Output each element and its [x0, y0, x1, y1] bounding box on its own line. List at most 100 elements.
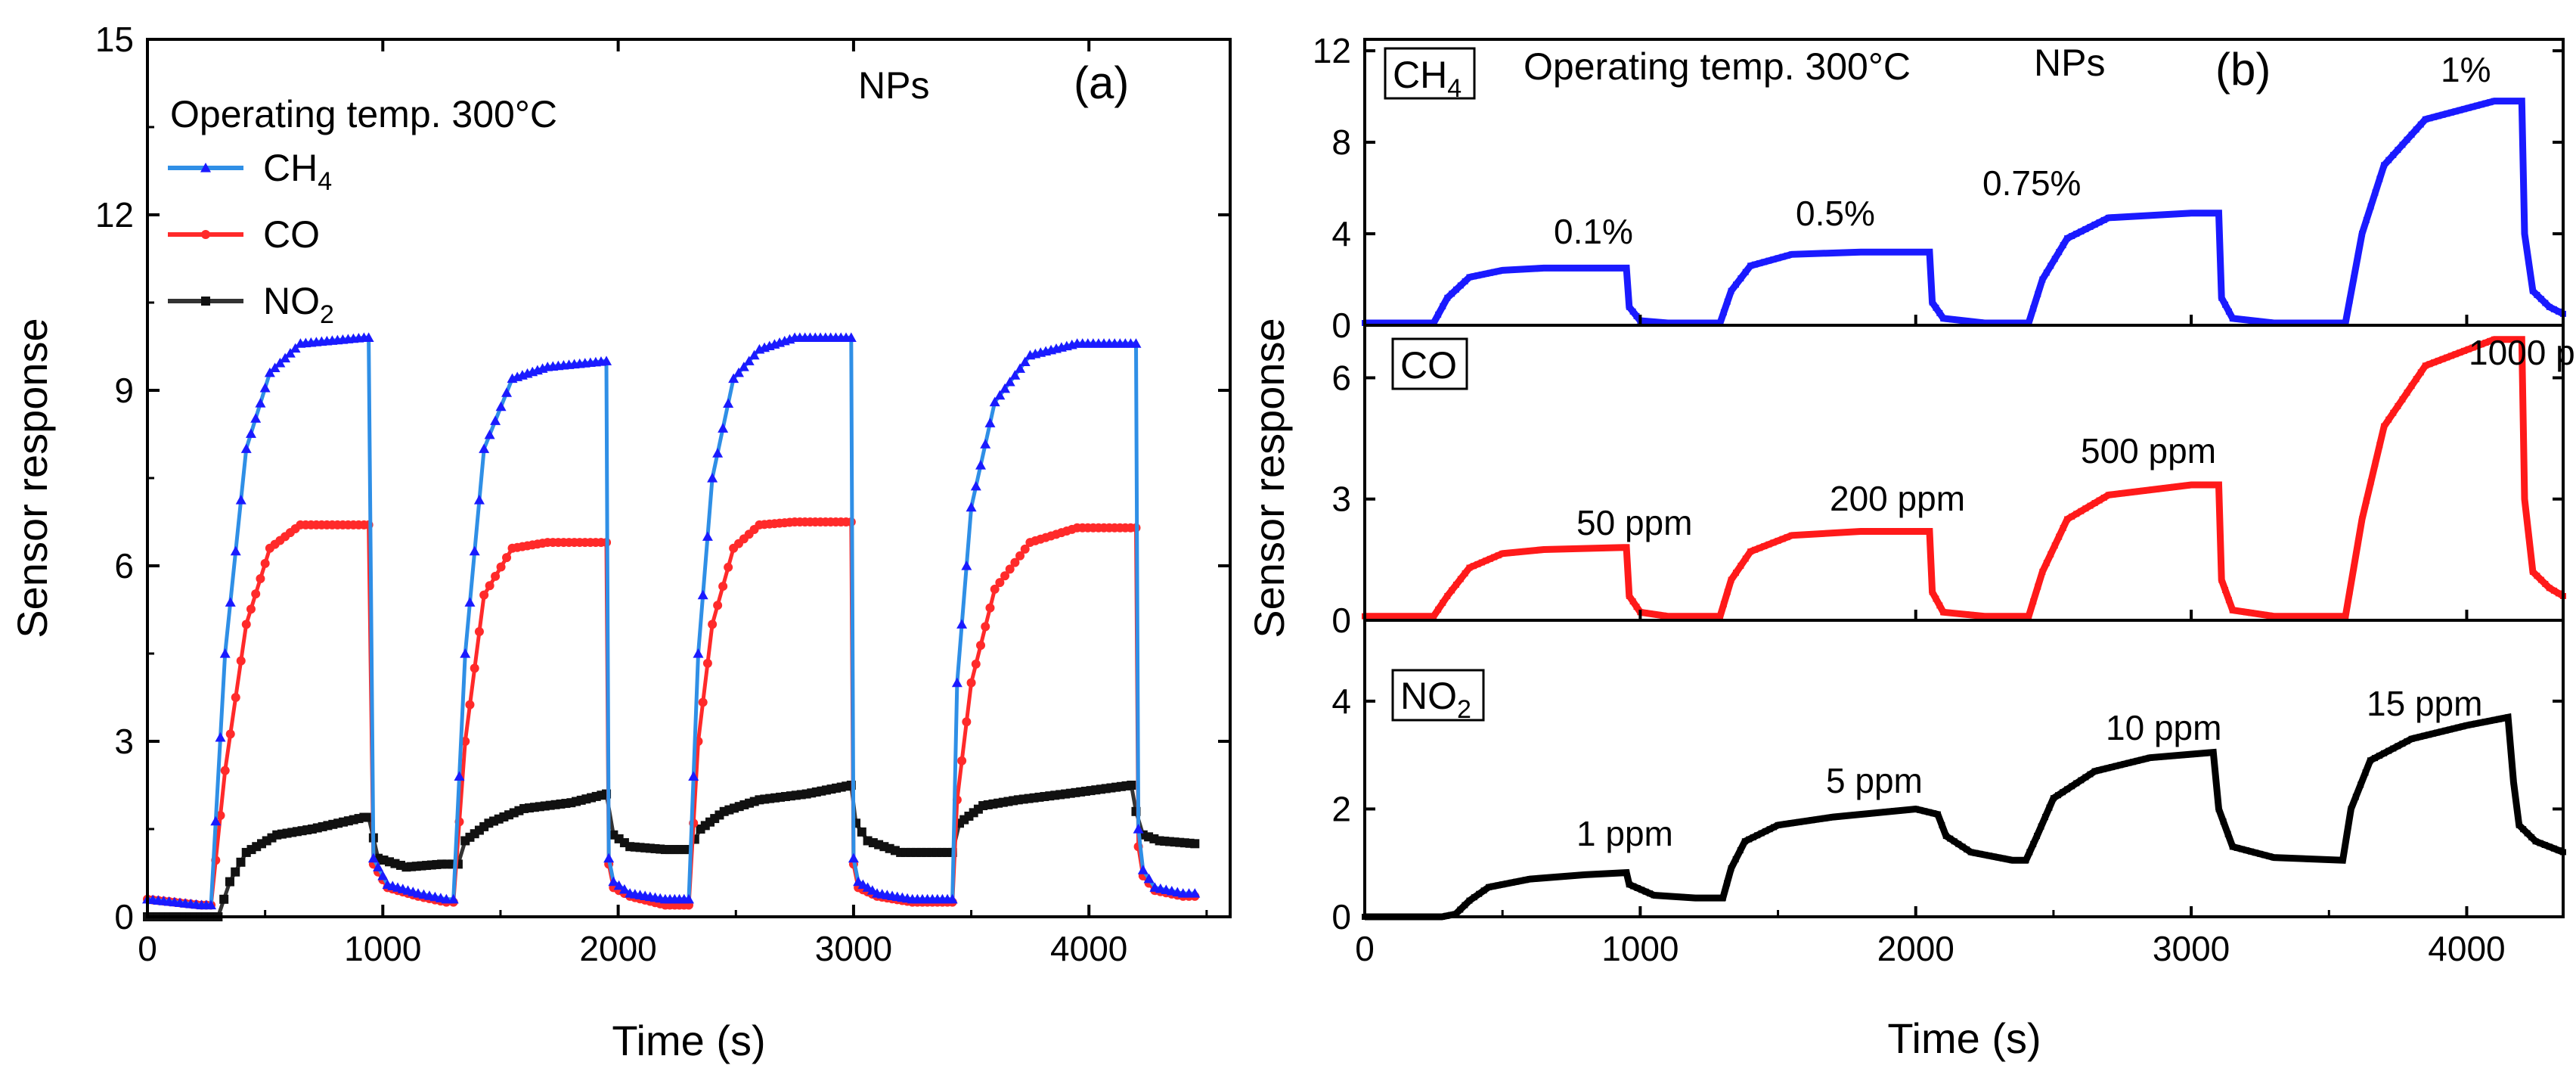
- panel-b-marker-ch4: [2302, 319, 2309, 326]
- panel-b-marker-no2: [1955, 840, 1962, 847]
- panel-a-marker-ch4: [1015, 363, 1026, 373]
- panel-b-marker-co: [2266, 612, 2273, 619]
- panel-b-marker-no2: [2455, 724, 2462, 731]
- panel-b-marker-no2: [2516, 821, 2522, 828]
- panel-b-marker-ch4: [2064, 235, 2071, 242]
- panel-b-marker-ch4: [1660, 319, 1666, 326]
- panel-b-marker-co: [1370, 613, 1377, 620]
- panel-b-marker-co: [2211, 482, 2218, 489]
- panel-b-marker-ch4: [2320, 319, 2327, 326]
- panel-b-marker-no2: [1838, 813, 1845, 820]
- panel-b-marker-no2: [2477, 719, 2484, 726]
- panel-b-marker-co: [2381, 423, 2388, 430]
- panel-b-marker-no2: [1890, 808, 1897, 815]
- panel-b-marker-no2: [2224, 831, 2231, 837]
- panel-a-marker-ch4: [290, 343, 301, 353]
- panel-b-marker-co: [1853, 528, 1860, 535]
- panel-a-marker-ch4: [980, 439, 991, 449]
- panel-b-marker-no2: [2495, 716, 2502, 722]
- panel-b-marker-no2: [2104, 765, 2111, 772]
- panel-b-marker-co: [1504, 550, 1511, 557]
- panel-b-marker-no2: [2459, 723, 2466, 730]
- panel-b-y-tick-label: 0: [1331, 306, 1351, 345]
- panel-b-marker-co: [2537, 576, 2544, 583]
- panel-a-marker-ch4: [1004, 376, 1015, 387]
- panel-b-marker-no2: [1771, 824, 1778, 831]
- panel-b-marker-co: [2399, 396, 2406, 402]
- panel-b-marker-ch4: [1531, 266, 1538, 272]
- panel-b-marker-ch4: [2017, 319, 2024, 326]
- panel-b-marker-co: [1857, 528, 1864, 535]
- panel-b-marker-ch4: [1486, 269, 1493, 276]
- panel-b-marker-co: [1765, 541, 1772, 548]
- panel-b-marker-co: [2004, 613, 2010, 620]
- panel-b-marker-co: [1426, 613, 1433, 620]
- panel-b-marker-no2: [2434, 729, 2441, 736]
- panel-b-marker-co: [2390, 409, 2397, 416]
- panel-b-marker-co: [1929, 589, 1936, 595]
- panel-b-marker-ch4: [1669, 319, 1675, 326]
- panel-a-x-tick-label: 4000: [1050, 929, 1127, 968]
- panel-b-marker-ch4: [2298, 319, 2305, 326]
- panel-b-marker-co: [1958, 610, 1965, 617]
- panel-b-marker-co: [1435, 606, 1442, 613]
- panel-b-header-text: Operating temp. 300°C: [1524, 45, 1911, 88]
- panel-b-marker-ch4: [2521, 231, 2528, 238]
- panel-b-marker-ch4: [2082, 225, 2089, 232]
- panel-b-marker-co: [1540, 546, 1547, 553]
- panel-b-marker-ch4: [2457, 107, 2463, 113]
- panel-b-marker-co: [1695, 613, 1702, 620]
- panel-b-marker-co: [1732, 570, 1739, 576]
- panel-b-marker-no2: [1508, 879, 1515, 886]
- panel-b-marker-ch4: [1909, 249, 1916, 256]
- panel-b-marker-ch4: [2197, 210, 2204, 216]
- panel-b-marker-no2: [2069, 783, 2075, 790]
- panel-a-marker-ch4: [845, 332, 857, 342]
- panel-b-marker-ch4: [2330, 319, 2336, 326]
- panel-b-marker-ch4: [1737, 275, 1744, 282]
- panel-b-marker-ch4: [1879, 249, 1886, 256]
- panel-a-marker-co: [976, 641, 986, 651]
- panel-b-marker-ch4: [1972, 318, 1979, 325]
- panel-a-marker-ch4: [707, 473, 718, 483]
- panel-b-marker-ch4: [1580, 265, 1587, 272]
- panel-b-marker-ch4: [1404, 319, 1411, 326]
- panel-b-marker-ch4: [2325, 319, 2332, 326]
- panel-b-marker-no2: [1787, 820, 1794, 827]
- panel-b-marker-ch4: [1641, 318, 1648, 325]
- panel-b-marker-co: [1449, 587, 1455, 594]
- panel-b-marker-co: [2078, 508, 2085, 514]
- panel-b-marker-ch4: [1449, 290, 1455, 297]
- panel-b-marker-ch4: [2166, 211, 2173, 218]
- panel-b-marker-co: [1607, 545, 1613, 551]
- panel-b-gas-box-label-main: CO: [1400, 344, 1457, 387]
- panel-b-marker-ch4: [2307, 319, 2314, 326]
- panel-b-marker-no2: [2196, 750, 2203, 757]
- panel-a-marker-co: [502, 553, 512, 563]
- panel-b-y-tick-label: 8: [1331, 123, 1351, 162]
- panel-b-marker-ch4: [2399, 141, 2406, 148]
- panel-b-marker-ch4: [2136, 213, 2143, 219]
- panel-b-marker-ch4: [2222, 301, 2229, 308]
- panel-b-marker-no2: [1710, 895, 1717, 902]
- panel-b-marker-ch4: [2491, 98, 2497, 104]
- panel-a-marker-ch4: [284, 348, 296, 358]
- panel-b-marker-co: [1365, 613, 1372, 620]
- panel-b-marker-no2: [1517, 877, 1524, 884]
- panel-b-marker-co: [1756, 545, 1763, 551]
- panel-b-marker-ch4: [2385, 157, 2392, 163]
- panel-b-marker-no2: [1552, 874, 1559, 880]
- panel-b-marker-ch4: [1724, 298, 1731, 305]
- panel-b-marker-co: [1700, 613, 1706, 620]
- panel-b-marker-co: [2555, 590, 2562, 597]
- panel-b-marker-co: [2469, 344, 2476, 351]
- panel-b-marker-no2: [1561, 873, 1567, 880]
- panel-b-marker-ch4: [1655, 318, 1662, 325]
- panel-b-concentration-label: 0.5%: [1796, 194, 1875, 233]
- panel-b-marker-co: [1470, 563, 1477, 570]
- panel-b-marker-co: [1926, 528, 1933, 535]
- panel-a-marker-ch4: [697, 589, 708, 600]
- panel-b-marker-no2: [2524, 830, 2531, 837]
- panel-b-marker-ch4: [1892, 249, 1899, 256]
- panel-b-marker-ch4: [1499, 267, 1506, 274]
